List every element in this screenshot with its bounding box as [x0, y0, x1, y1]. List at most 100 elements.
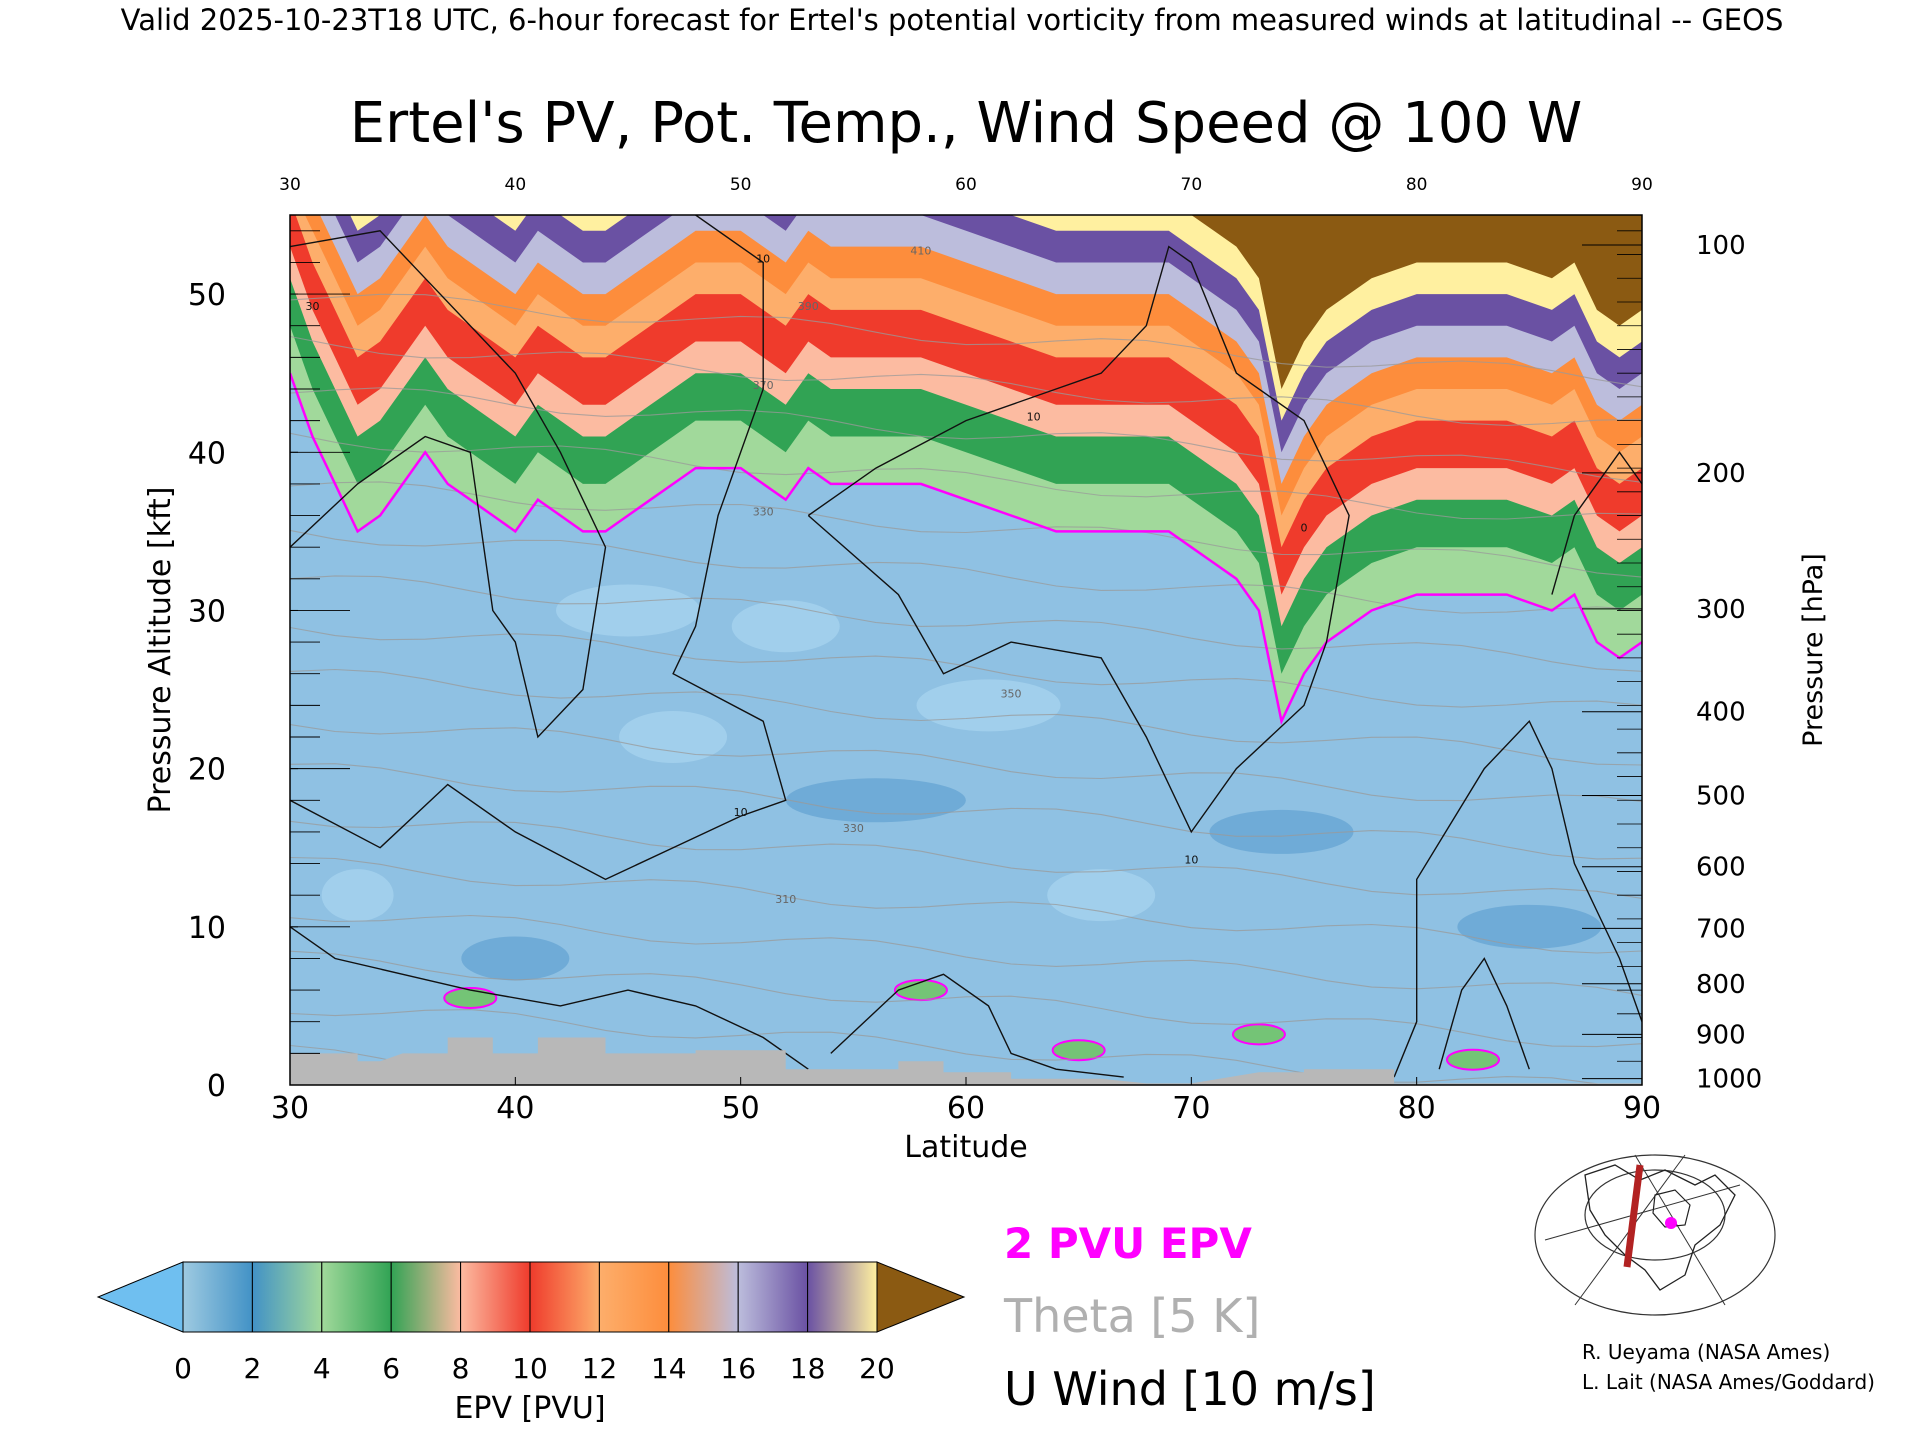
colorbar-segment: [737, 1261, 809, 1333]
theta-contour: [290, 724, 1642, 803]
colorbar-segment: [807, 1261, 878, 1333]
epv-patch-dark: [1209, 809, 1354, 854]
theta-label: 350: [1001, 687, 1022, 700]
theta-contour: [290, 763, 1642, 860]
epv-patch-dark: [461, 936, 570, 981]
colorbar-tick-label: 16: [720, 1352, 756, 1385]
y-tick-label: 20: [188, 753, 226, 788]
wind-label: 10: [1184, 854, 1198, 867]
y-tick-label: 30: [188, 594, 226, 629]
colorbar-tick-label: 14: [651, 1352, 687, 1385]
y-tick-label: 50: [188, 278, 226, 313]
colorbar-tick-label: 4: [313, 1352, 331, 1385]
pressure-tick-label: 600: [1696, 853, 1746, 883]
pressure-tick-label: 400: [1696, 698, 1746, 728]
x-tick-label: 30: [271, 1091, 309, 1126]
wind-contour: [290, 926, 809, 1070]
epv-lowlevel-blob: [443, 987, 498, 1009]
pressure-tick-label: 1000: [1696, 1065, 1762, 1095]
y-axis-label-right: Pressure [hPa]: [1798, 553, 1829, 747]
chart-title: Ertel's PV, Pot. Temp., Wind Speed @ 100…: [350, 91, 1582, 156]
wind-label: 10: [1027, 411, 1041, 424]
colorbar-segment: [182, 1261, 253, 1333]
epv-patch-dark: [785, 778, 966, 823]
x-top-tick-label: 80: [1406, 175, 1428, 195]
colorbar-label: EPV [PVU]: [454, 1391, 605, 1426]
colorbar-tick-label: 10: [512, 1352, 548, 1385]
colorbar-tick-label: 12: [582, 1352, 618, 1385]
x-top-tick-label: 60: [955, 175, 977, 195]
colorbar-segment: [668, 1261, 739, 1333]
pressure-tick-label: 700: [1696, 914, 1746, 944]
pressure-tick-label: 200: [1696, 459, 1746, 489]
legend-item: 2 PVU EPV: [1004, 1219, 1252, 1268]
pressure-tick-label: 900: [1696, 1020, 1746, 1050]
epv-patch: [1047, 869, 1156, 922]
wind-contour: [290, 215, 787, 881]
colorbar-segment: [251, 1261, 323, 1333]
x-top-tick-label: 90: [1631, 175, 1653, 195]
colorbar: 0 2 4 6 8 10 12 14 16 18 20: [96, 1261, 966, 1385]
x-top-tick-label: 50: [730, 175, 752, 195]
theta-label: 330: [753, 506, 774, 519]
colorbar-underflow: [96, 1261, 184, 1333]
theta-contour: [290, 387, 1642, 483]
wind-label: 0: [1301, 521, 1308, 534]
colorbar-segment: [390, 1261, 462, 1333]
y-axis-label-left: Pressure Altitude [kft]: [143, 487, 178, 814]
x-tick-label: 90: [1623, 1091, 1661, 1126]
y-tick-label: 10: [188, 911, 226, 946]
location-marker: [1665, 1217, 1677, 1229]
pressure-tick-label: 800: [1696, 970, 1746, 1000]
wind-label: 10: [756, 252, 770, 265]
y-tick-label: 0: [207, 1069, 226, 1104]
x-top-tick-label: 40: [505, 175, 527, 195]
colorbar-tick-label: 6: [382, 1352, 400, 1385]
theta-contour: [290, 481, 1642, 578]
wind-label: 30: [306, 300, 320, 313]
y-tick-label: 40: [188, 436, 226, 471]
legend-item: U Wind [10 m/s]: [1004, 1362, 1376, 1416]
theta-label: 330: [843, 822, 864, 835]
theta-contour: [290, 529, 1642, 614]
pressure-tick-label: 100: [1696, 231, 1746, 261]
epv-lowlevel-blob: [1231, 1023, 1286, 1046]
colorbar-tick-label: 2: [243, 1352, 261, 1385]
colorbar-overflow: [876, 1261, 966, 1333]
theta-contour: [290, 293, 1642, 388]
epv-patch: [321, 869, 394, 922]
epv-patch: [916, 679, 1061, 732]
theta-contour: [290, 626, 1642, 708]
colorbar-tick-label: 18: [790, 1352, 826, 1385]
cross-section-line: [1623, 1164, 1644, 1268]
epv-patch: [731, 600, 840, 653]
colorbar-segment: [321, 1261, 392, 1333]
credit-line-2: L. Lait (NASA Ames/Goddard): [1582, 1370, 1875, 1394]
theta-contour: [290, 668, 1642, 766]
wind-contour: [1393, 719, 1642, 1078]
x-top-tick-label: 70: [1181, 175, 1203, 195]
terrain: [290, 1037, 1642, 1085]
epv-patch-dark: [1457, 904, 1602, 949]
pressure-tick-label: 300: [1696, 595, 1746, 625]
theta-label: 310: [775, 893, 796, 906]
theta-contour: [290, 432, 1642, 520]
x-tick-label: 70: [1172, 1091, 1210, 1126]
epv-lowlevel-blob: [1446, 1048, 1500, 1071]
inset-map: [1534, 1154, 1776, 1316]
epv-patch: [556, 584, 700, 637]
wind-contour: [830, 973, 1124, 1078]
tropopause-2pvu-line: [290, 372, 1642, 726]
x-tick-label: 50: [722, 1091, 760, 1126]
x-tick-label: 80: [1398, 1091, 1436, 1126]
theta-contour: [290, 335, 1642, 426]
wind-contour: [1438, 957, 1530, 1070]
wind-contours: 30 10 10 10 0 10: [290, 215, 1642, 1078]
epv-lowlevel-blob: [893, 979, 948, 1002]
colorbar-segment: [529, 1261, 600, 1333]
theta-contour: [290, 575, 1642, 672]
wind-contour: [807, 245, 1350, 834]
colorbar-tick-label: 0: [174, 1352, 192, 1385]
